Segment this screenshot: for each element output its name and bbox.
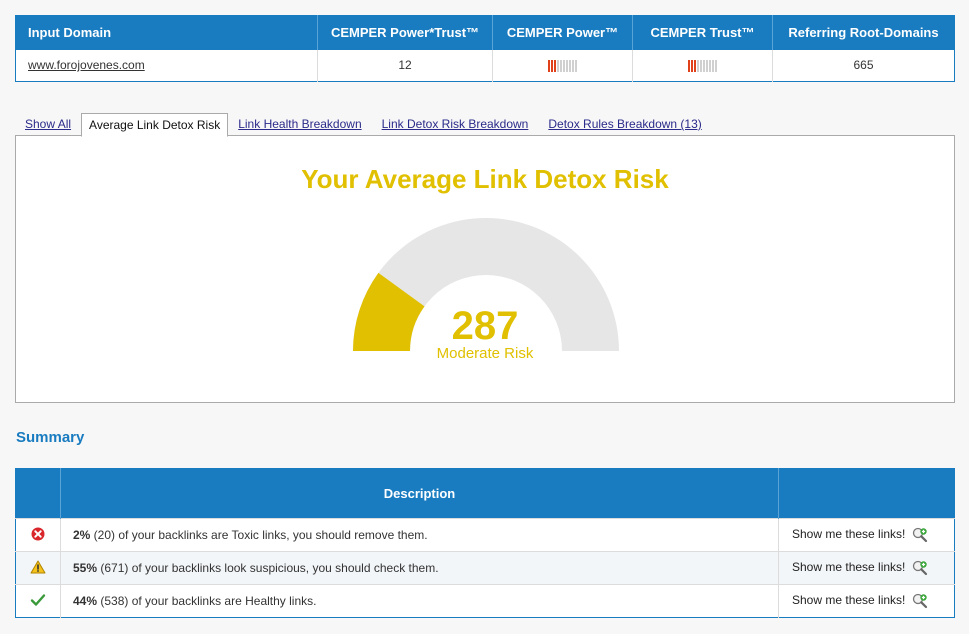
metrics-referring-root-domains-value: 665 [853, 58, 874, 73]
show-links-button[interactable]: Show me these links! [792, 560, 906, 575]
warning-icon [30, 560, 46, 573]
magnifier-plus-icon[interactable] [912, 593, 928, 609]
summary-header-action-col [778, 468, 955, 519]
summary-percent: 44% [73, 594, 98, 608]
summary-text: (671) of your backlinks look suspicious,… [97, 561, 439, 575]
metrics-header-input-domain: Input Domain [15, 15, 318, 50]
level-bar [560, 60, 562, 73]
level-bar [557, 60, 559, 73]
metrics-header-row: Input Domain CEMPER Power*Trust™ CEMPER … [15, 15, 955, 50]
summary-row-suspicious: 55% (671) of your backlinks look suspici… [15, 551, 955, 585]
level-bar [548, 60, 550, 73]
gauge-fill [353, 272, 425, 351]
toxic-x-icon [31, 527, 45, 540]
level-bar [715, 60, 717, 73]
metrics-header-power: CEMPER Power™ [492, 15, 633, 50]
gauge-track [353, 218, 619, 351]
metrics-power-cell [492, 49, 633, 82]
tab-show-all[interactable]: Show All [25, 117, 72, 131]
metrics-domain-cell: www.forojovenes.com [15, 49, 318, 82]
metrics-table: Input Domain CEMPER Power*Trust™ CEMPER … [15, 15, 955, 82]
tab-link-detox-risk-breakdown[interactable]: Link Detox Risk Breakdown [381, 117, 529, 131]
show-links-button[interactable]: Show me these links! [792, 593, 906, 608]
detox-risk-panel: Your Average Link Detox Risk 287 Moderat… [15, 135, 955, 403]
summary-description: 44% (538) of your backlinks are Healthy … [60, 584, 779, 618]
summary-heading: Summary [16, 429, 85, 446]
tab-link-health-breakdown[interactable]: Link Health Breakdown [238, 117, 362, 131]
level-bar [575, 60, 577, 73]
level-bar [563, 60, 565, 73]
summary-icon-cell [15, 518, 61, 552]
summary-text: (538) of your backlinks are Healthy link… [97, 594, 317, 608]
level-bar [712, 60, 714, 73]
gauge-value: 287 [451, 304, 519, 348]
magnifier-plus-icon[interactable] [912, 560, 928, 576]
summary-icon-cell [15, 584, 61, 618]
checkmark-icon [30, 593, 46, 606]
tab-average-link-detox-risk[interactable]: Average Link Detox Risk [81, 113, 229, 137]
tab-bar: Show All Average Link Detox Risk Link He… [15, 113, 712, 137]
metrics-row: www.forojovenes.com 12 665 [15, 49, 955, 82]
metrics-header-referring-root-domains: Referring Root-Domains [772, 15, 955, 50]
panel-title: Your Average Link Detox Risk [301, 164, 669, 194]
tab-detox-rules-breakdown[interactable]: Detox Rules Breakdown (13) [548, 117, 702, 131]
summary-header-description: Description [60, 468, 779, 519]
summary-text: (20) of your backlinks are Toxic links, … [90, 528, 428, 542]
summary-percent: 55% [73, 561, 98, 575]
level-bar [697, 60, 699, 73]
magnifier-plus-icon[interactable] [912, 527, 928, 543]
risk-gauge [353, 218, 619, 351]
level-bar [554, 60, 556, 73]
summary-action-cell: Show me these links! [778, 551, 955, 585]
summary-action-cell: Show me these links! [778, 584, 955, 618]
summary-action-cell: Show me these links! [778, 518, 955, 552]
level-bar [706, 60, 708, 73]
metrics-header-trust: CEMPER Trust™ [632, 15, 773, 50]
summary-header-icon-col [15, 468, 61, 519]
metrics-trust-cell [632, 49, 773, 82]
level-bar [694, 60, 696, 73]
metrics-header-power-trust: CEMPER Power*Trust™ [317, 15, 493, 50]
summary-row-healthy: 44% (538) of your backlinks are Healthy … [15, 584, 955, 618]
level-bar [551, 60, 553, 73]
metrics-power-trust-value: 12 [317, 49, 493, 82]
domain-link[interactable]: www.forojovenes.com [28, 58, 145, 73]
summary-description: 55% (671) of your backlinks look suspici… [60, 551, 779, 585]
power-level-bars [548, 60, 577, 73]
summary-table: Description 2% (20) of your backlinks ar… [15, 468, 955, 618]
level-bar [572, 60, 574, 73]
level-bar [691, 60, 693, 73]
summary-description: 2% (20) of your backlinks are Toxic link… [60, 518, 779, 552]
show-links-button[interactable]: Show me these links! [792, 527, 906, 542]
summary-header-row: Description [15, 468, 955, 519]
level-bar [709, 60, 711, 73]
level-bar [569, 60, 571, 73]
level-bar [688, 60, 690, 73]
gauge-risk-label: Moderate Risk [436, 345, 534, 362]
summary-row-toxic: 2% (20) of your backlinks are Toxic link… [15, 518, 955, 552]
summary-icon-cell [15, 551, 61, 585]
trust-level-bars [688, 60, 717, 73]
level-bar [703, 60, 705, 73]
level-bar [566, 60, 568, 73]
level-bar [700, 60, 702, 73]
summary-percent: 2% [73, 528, 91, 542]
